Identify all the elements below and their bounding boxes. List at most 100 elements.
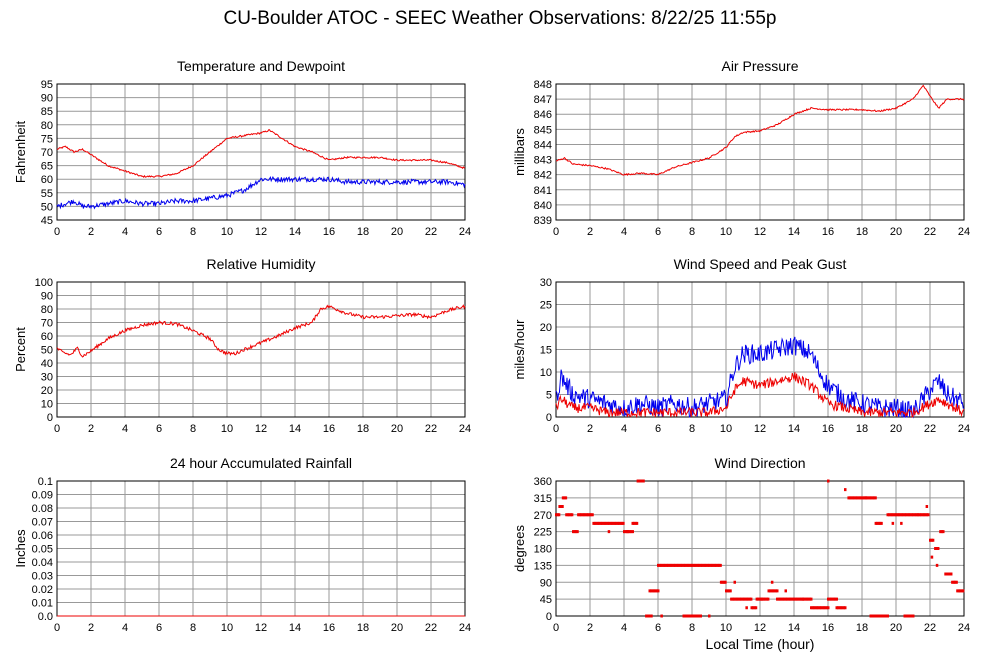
- chart6-point: [721, 580, 724, 584]
- chart6-point: [826, 606, 830, 610]
- chart4-title: Wind Speed and Peak Gust: [674, 256, 847, 272]
- chart6-point: [640, 479, 644, 483]
- chart1-ytick-label: 90: [41, 93, 53, 105]
- chart6-point: [914, 513, 918, 517]
- chart5-xtick-label: 20: [391, 622, 403, 634]
- chart6-point: [900, 521, 903, 525]
- chart6-point: [942, 530, 945, 534]
- chart6-point: [712, 563, 715, 567]
- chart6-point: [665, 563, 668, 567]
- chart6-point: [956, 589, 959, 593]
- chart5-ytick-label: 0.05: [32, 544, 53, 556]
- chart6-point: [695, 563, 698, 567]
- chart6-point: [638, 479, 641, 483]
- chart3-frame: [56, 281, 466, 418]
- chart6-point: [740, 597, 743, 601]
- chart4-xtick-label: 6: [655, 423, 661, 435]
- chart6-point: [831, 597, 834, 601]
- chart4-series-2-line: [555, 372, 965, 419]
- chart6-point: [927, 513, 930, 517]
- chart6-point: [745, 597, 749, 601]
- chart6-point: [574, 530, 578, 534]
- chart6-point: [642, 479, 645, 483]
- chart6-point: [596, 521, 600, 525]
- chart5-ytick-label: 0.04: [32, 557, 53, 569]
- chart6-point: [848, 496, 852, 500]
- chart6-point: [906, 513, 909, 517]
- chart6-point: [617, 521, 621, 525]
- chart6-point: [791, 597, 795, 601]
- chart3-series-1-line: [56, 304, 466, 358]
- chart6-point: [900, 513, 904, 517]
- chart6-point: [703, 563, 707, 567]
- chart2-series-1-line: [555, 84, 965, 177]
- chart6-point: [645, 614, 648, 618]
- chart4-ytick-label: 30: [540, 277, 552, 289]
- chart4-xtick-label: 10: [720, 423, 732, 435]
- chart6-ytick-label: 45: [540, 594, 552, 606]
- chart6-point: [639, 479, 642, 483]
- chart6-point: [822, 606, 826, 610]
- chart6-point: [587, 513, 590, 517]
- chart1-xtick-label: 2: [88, 226, 94, 238]
- chart6-xtick-label: 22: [924, 622, 936, 634]
- chart2-xtick-label: 6: [655, 226, 661, 238]
- chart6-point: [871, 496, 874, 500]
- chart6-point: [783, 597, 786, 601]
- chart6-point: [801, 597, 804, 601]
- chart6-point: [610, 521, 614, 525]
- chart6-point: [940, 530, 944, 534]
- chart6-point: [829, 597, 833, 601]
- chart5-ytick-label: 0.03: [32, 571, 53, 583]
- chart6-point: [855, 496, 859, 500]
- chart6-point: [765, 597, 769, 601]
- chart6-point: [924, 513, 927, 517]
- chart5-ylabel: Inches: [13, 529, 28, 568]
- chart6-point: [671, 563, 674, 567]
- chart6-point: [678, 563, 681, 567]
- chart6-point: [903, 513, 906, 517]
- chart6-point: [773, 589, 776, 593]
- chart6-point: [734, 597, 737, 601]
- chart6-point: [804, 597, 807, 601]
- chart6-point: [959, 589, 962, 593]
- chart4-ytick-label: 20: [540, 322, 552, 334]
- chart6-point: [879, 614, 882, 618]
- chart6-point: [613, 521, 617, 525]
- chart1-xtick-label: 0: [54, 226, 60, 238]
- chart6-point: [725, 589, 728, 593]
- chart6-point: [719, 580, 723, 584]
- chart6-point: [557, 513, 561, 517]
- chart6-point: [865, 496, 869, 500]
- chart6-point: [862, 496, 866, 500]
- chart6-point: [693, 563, 697, 567]
- chart5-xtick-label: 10: [221, 622, 233, 634]
- chart6-point: [832, 597, 836, 601]
- chart5-xtick-label: 18: [357, 622, 369, 634]
- chart6-point: [835, 606, 838, 610]
- chart3-ytick-label: 80: [41, 304, 53, 316]
- chart6-point: [854, 496, 857, 500]
- chart6-point: [566, 513, 570, 517]
- chart6-point: [890, 513, 894, 517]
- chart2-xtick-label: 8: [689, 226, 695, 238]
- chart6-point: [825, 606, 829, 610]
- chart6-point: [591, 513, 594, 517]
- chart6-point: [589, 513, 593, 517]
- chart6-point: [766, 597, 770, 601]
- chart6-point: [616, 521, 619, 525]
- chart1-xtick-label: 16: [323, 226, 335, 238]
- chart6-point: [953, 580, 957, 584]
- chart1-ytick-label: 65: [41, 161, 53, 173]
- chart6-point: [930, 538, 933, 542]
- chart3-xtick-label: 10: [221, 423, 233, 435]
- chart2-xtick-label: 18: [856, 226, 868, 238]
- chart2-xtick-label: 2: [587, 226, 593, 238]
- chart6-point: [626, 530, 629, 534]
- chart6-point: [784, 589, 787, 593]
- chart6-point: [699, 563, 702, 567]
- chart6-point: [699, 614, 702, 618]
- chart6-point: [624, 530, 627, 534]
- chart6-point: [810, 606, 813, 610]
- chart6-point: [631, 521, 634, 525]
